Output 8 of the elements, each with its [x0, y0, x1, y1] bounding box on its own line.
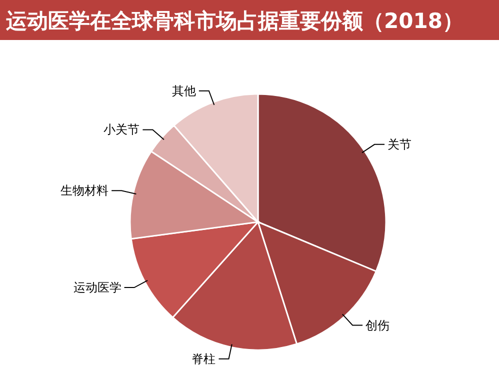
slice-label: 生物材料	[60, 184, 109, 198]
slice-label: 关节	[388, 137, 412, 152]
slice-label: 小关节	[104, 122, 140, 137]
slice-label: 脊柱	[192, 352, 216, 366]
chart-title: 运动医学在全球骨科市场占据重要份额（2018）	[5, 9, 464, 33]
slice-label: 其他	[172, 84, 196, 98]
slice-label: 运动医学	[73, 280, 122, 295]
slice-label: 创伤	[366, 318, 390, 332]
